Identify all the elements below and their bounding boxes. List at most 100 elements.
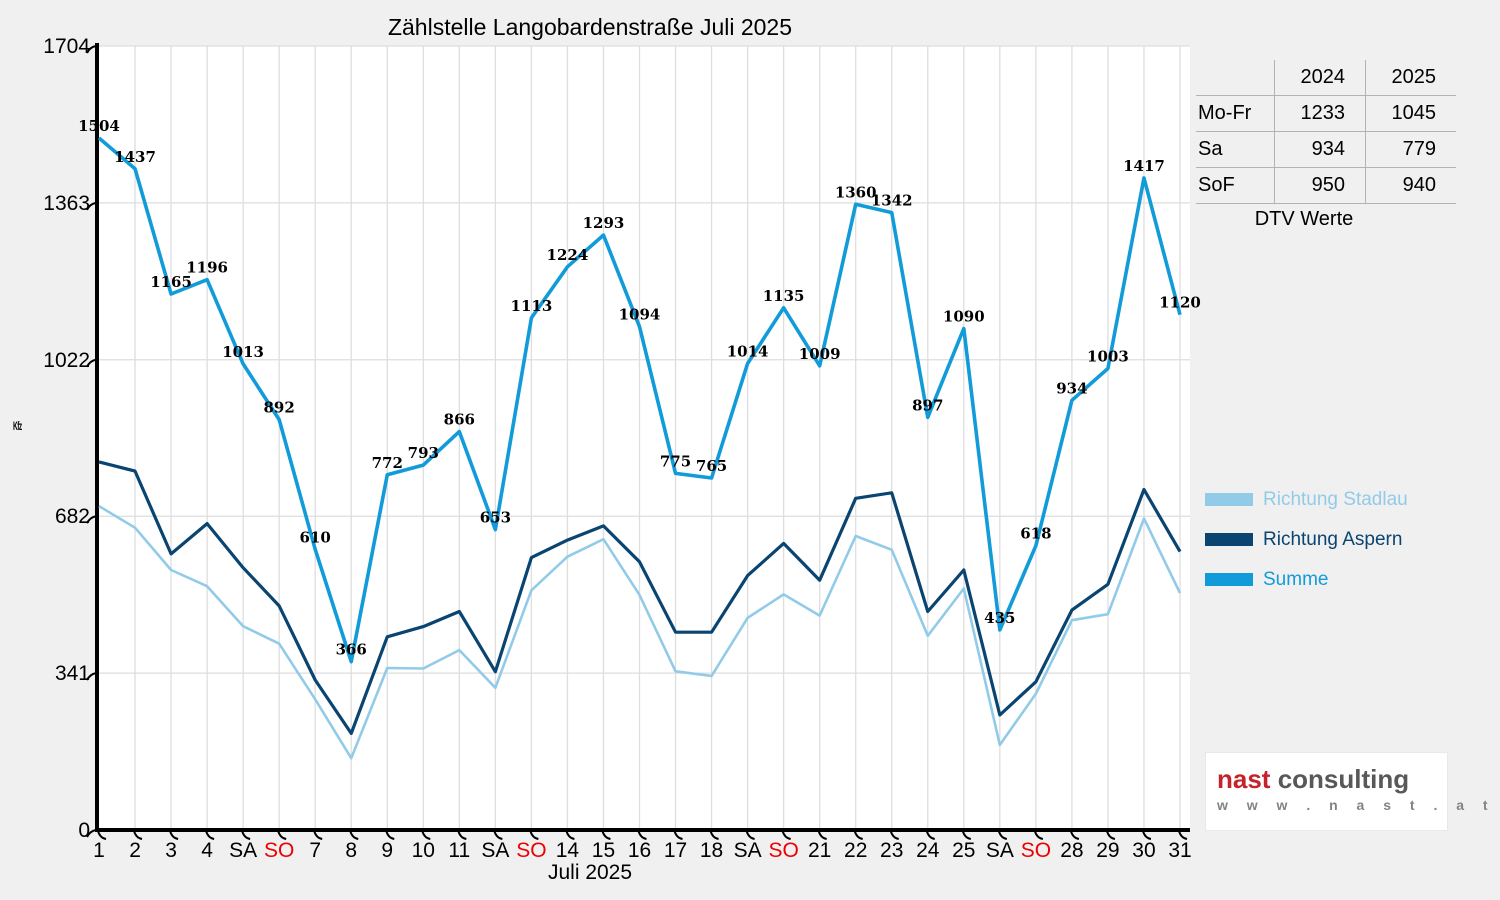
x-tick xyxy=(1105,830,1116,840)
x-day-label: SO xyxy=(516,839,546,862)
x-tick xyxy=(817,830,827,840)
x-tick xyxy=(133,830,143,840)
row-label: Sa xyxy=(1196,131,1275,168)
data-label-summe: 1120 xyxy=(1159,294,1201,312)
x-day-label: 30 xyxy=(1132,839,1155,862)
data-label-summe: 1293 xyxy=(583,214,625,232)
table-row: Mo-Fr 1233 1045 xyxy=(1196,95,1456,132)
logo-url-text: w w w . n a s t . a t xyxy=(1217,797,1496,813)
x-day-label: 17 xyxy=(664,839,687,862)
x-tick xyxy=(277,830,287,840)
cell-sof-2024: 950 xyxy=(1274,167,1366,204)
x-day-label: 28 xyxy=(1060,839,1083,862)
x-day-label: 10 xyxy=(412,839,435,862)
data-label-summe: 775 xyxy=(660,452,691,470)
x-day-label: 11 xyxy=(448,839,470,862)
data-label-summe: 1113 xyxy=(511,297,553,315)
x-tick xyxy=(637,830,647,840)
data-label-summe: 866 xyxy=(444,411,475,429)
data-label-summe: 618 xyxy=(1020,525,1051,543)
x-tick xyxy=(529,830,539,840)
x-tick xyxy=(673,830,683,840)
x-day-label: SO xyxy=(1021,839,1051,862)
x-tick xyxy=(205,830,215,840)
table-row: SoF 950 940 xyxy=(1196,167,1456,204)
data-label-summe: 1009 xyxy=(799,345,841,363)
data-label-summe: 1090 xyxy=(943,307,985,325)
y-tick-label: 682 xyxy=(55,505,90,528)
data-label-summe: 1135 xyxy=(763,287,805,305)
x-tick xyxy=(457,830,467,840)
data-label-summe: 934 xyxy=(1056,379,1087,397)
x-day-label: 14 xyxy=(556,839,580,862)
cell-sa-2025: 779 xyxy=(1365,131,1456,168)
chart-legend: Richtung Stadlau Richtung Aspern Summe xyxy=(1205,490,1408,590)
table-corner-cell xyxy=(1196,60,1275,96)
series-line-richtung-stadlau xyxy=(98,504,1182,760)
x-day-label: SA xyxy=(229,839,257,862)
table-header-row: 2024 2025 xyxy=(1196,60,1456,96)
x-day-label: 25 xyxy=(952,839,975,862)
table-caption: DTV Werte xyxy=(1254,208,1354,230)
y-tick xyxy=(86,672,97,681)
data-label-summe: 1094 xyxy=(619,306,661,324)
x-day-label: 15 xyxy=(592,839,615,862)
summe-swatch-icon xyxy=(1205,573,1253,586)
data-label-summe: 1224 xyxy=(547,246,589,264)
nast-consulting-logo: nast consulting w w w . n a s t . a t xyxy=(1205,752,1496,831)
x-day-label: 21 xyxy=(808,839,831,862)
x-tick xyxy=(385,830,395,840)
x-day-label: 9 xyxy=(381,839,393,862)
x-tick xyxy=(925,830,935,840)
y-tick xyxy=(86,358,97,368)
logo-brand-primary: nast xyxy=(1217,764,1271,794)
dtv-table: 2024 2025 Mo-Fr 1233 1045 Sa 934 779 SoF… xyxy=(1196,60,1456,231)
x-tick xyxy=(889,830,899,840)
x-tick xyxy=(349,830,359,840)
x-day-label: 8 xyxy=(345,839,357,862)
x-tick xyxy=(1033,830,1044,840)
legend-label: Summe xyxy=(1263,569,1329,590)
y-tick-label: 0 xyxy=(78,819,90,842)
x-day-label: SA xyxy=(986,839,1014,862)
x-day-label: 29 xyxy=(1096,839,1119,862)
x-day-label: 18 xyxy=(700,839,723,862)
x-day-label: 2 xyxy=(129,839,141,862)
cell-mofr-2025: 1045 xyxy=(1365,95,1456,132)
data-label-summe: 1417 xyxy=(1123,157,1165,175)
cell-sa-2024: 934 xyxy=(1274,131,1366,168)
x-day-label: SA xyxy=(481,839,509,862)
data-label-summe: 1342 xyxy=(871,192,913,210)
x-tick xyxy=(97,830,107,840)
data-label-summe: 435 xyxy=(984,609,1015,627)
data-label-summe: 1014 xyxy=(727,342,769,360)
x-axis-title: Juli 2025 xyxy=(547,861,633,884)
y-tick xyxy=(86,829,97,838)
data-label-summe: 1013 xyxy=(222,343,264,361)
x-day-label: SO xyxy=(768,839,798,862)
y-tick-label: 341 xyxy=(55,662,90,685)
x-tick xyxy=(241,830,251,840)
legend-item-summe: Summe xyxy=(1205,569,1408,590)
data-label-summe: 1504 xyxy=(78,117,120,135)
data-label-summe: 366 xyxy=(336,641,367,659)
x-day-label: 7 xyxy=(309,839,321,862)
x-day-label: 22 xyxy=(844,839,867,862)
data-label-summe: 610 xyxy=(300,528,331,546)
x-tick xyxy=(961,830,972,840)
x-tick xyxy=(1142,830,1152,840)
data-label-summe: 1196 xyxy=(186,259,228,277)
legend-item-stadlau: Richtung Stadlau xyxy=(1205,490,1408,509)
x-day-label: 24 xyxy=(916,839,940,862)
x-day-label: 3 xyxy=(165,839,177,862)
x-tick xyxy=(313,830,323,840)
x-day-label: SA xyxy=(734,839,762,862)
x-tick xyxy=(853,830,863,840)
logo-brand-text: nast consulting xyxy=(1217,766,1447,792)
x-day-label: SO xyxy=(264,839,294,862)
y-axis-label: Kfz xyxy=(13,419,22,433)
x-day-label: 4 xyxy=(201,839,213,862)
x-tick xyxy=(745,830,755,840)
